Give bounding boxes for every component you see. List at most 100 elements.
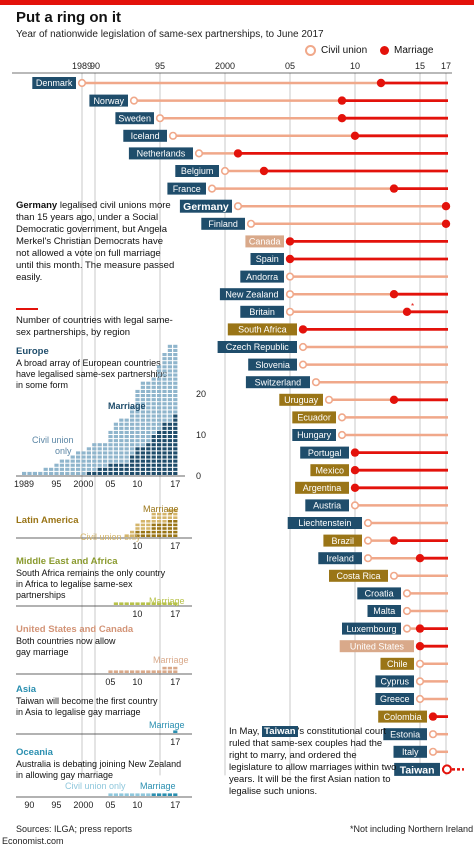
- region-marriage-label-us-canada: Marriage: [153, 655, 189, 665]
- bar-cell-marriage: [167, 666, 172, 670]
- bar-cell-marriage: [103, 471, 108, 475]
- bar-cell-civil-union: [146, 389, 151, 393]
- bar-cell-civil-union: [157, 398, 162, 402]
- bar-cell-marriage: [151, 670, 156, 673]
- bar-cell-civil-union: [173, 394, 178, 398]
- country-label-box: [175, 165, 219, 177]
- region-note-oceania: in allowing gay marriage: [16, 770, 113, 780]
- bar-cell-civil-union: [86, 451, 91, 455]
- bar-cell-civil-union: [130, 414, 135, 418]
- bar-cell-civil-union: [162, 385, 167, 389]
- bar-cell-marriage: [173, 459, 178, 463]
- civil-union-dot: [363, 518, 373, 528]
- region-title-asia: Asia: [16, 684, 37, 695]
- bar-cell-civil-union: [162, 369, 167, 373]
- timeline-tick-label: 17: [441, 61, 451, 71]
- country-label: Portugal: [308, 448, 342, 458]
- bar-cell-civil-union: [92, 455, 97, 459]
- bar-cell-civil-union: [157, 418, 162, 422]
- bar-cell-civil-union: [76, 451, 81, 455]
- bar-cell-civil-union: [76, 459, 81, 463]
- bar-cell-civil-union: [108, 447, 113, 451]
- bar-cell-marriage: [173, 670, 178, 673]
- bar-cell-marriage: [173, 527, 178, 530]
- bar-cell-civil-union: [151, 414, 156, 418]
- civil-union-dot: [129, 96, 139, 105]
- bar-cell-marriage: [135, 534, 140, 537]
- bar-cell-civil-union: [157, 369, 162, 373]
- bar-cell-marriage: [140, 471, 145, 475]
- bar-cell-marriage: [157, 530, 162, 534]
- country-label-box: [342, 622, 401, 635]
- region-marriage-label-latin-america: Marriage: [143, 504, 179, 514]
- bar-cell-civil-union: [81, 463, 86, 467]
- bar-cell-civil-union: [167, 509, 172, 512]
- civil-union-dot-icon: [305, 45, 316, 56]
- bar-cell-civil-union: [151, 377, 156, 381]
- bar-cell-civil-union: [151, 426, 156, 430]
- bar-cell-marriage: [167, 523, 172, 527]
- bar-cell-civil-union: [140, 426, 145, 430]
- bar-cell-marriage: [167, 530, 172, 534]
- country-label-box: [394, 762, 440, 776]
- bar-cell-civil-union: [146, 385, 151, 389]
- bar-cell-marriage: [130, 455, 135, 459]
- bar-cell-marriage: [113, 670, 118, 673]
- bar-cell-marriage: [173, 455, 178, 459]
- civil-union-dot: [389, 571, 399, 580]
- bar-cell-civil-union: [151, 520, 156, 523]
- taiwan-note: In May, Taiwan's constitutional court ru…: [229, 726, 399, 798]
- bar-cell-marriage: [140, 530, 145, 534]
- bar-cell-marriage: [173, 666, 178, 670]
- bar-cell-marriage: [162, 530, 167, 534]
- bar-cell-civil-union: [65, 471, 70, 475]
- bar-cell-marriage: [173, 463, 178, 467]
- bar-cell-civil-union: [97, 451, 102, 455]
- bar-cell-marriage: [135, 471, 140, 475]
- bar-cell-civil-union: [135, 430, 140, 434]
- bar-cell-civil-union: [124, 430, 129, 434]
- bar-cell-civil-union: [86, 463, 91, 467]
- bar-cell-civil-union: [151, 385, 156, 389]
- bar-cell-civil-union: [146, 527, 151, 530]
- civil-union-dot: [402, 606, 412, 616]
- bar-cell-marriage: [173, 530, 178, 534]
- bar-cell-marriage: [119, 602, 124, 605]
- bar-cell-marriage: [162, 534, 167, 537]
- bar-cell-marriage: [173, 793, 178, 796]
- bar-cell-civil-union: [151, 516, 156, 519]
- civil-union-dot: [77, 78, 87, 88]
- marriage-dot: [415, 642, 425, 651]
- bar-cell-civil-union: [173, 361, 178, 365]
- bar-cell-marriage: [151, 793, 156, 796]
- bar-cell-civil-union: [146, 422, 151, 426]
- country-label-box: [380, 657, 414, 670]
- timeline-tick-label: 95: [155, 61, 165, 71]
- civil-union-dot: [337, 430, 347, 440]
- bar-cell-marriage: [119, 670, 124, 673]
- bar-cell-marriage: [151, 463, 156, 467]
- bar-cell-civil-union: [167, 348, 172, 352]
- bar-cell-marriage: [167, 520, 172, 523]
- bar-cell-civil-union: [167, 516, 172, 519]
- bar-cell-marriage: [108, 670, 113, 673]
- bar-cell-civil-union: [59, 459, 64, 463]
- country-label: Netherlands: [137, 149, 186, 159]
- bar-cell-civil-union: [38, 471, 43, 475]
- bar-cell-marriage: [113, 463, 118, 467]
- country-label: Uruguay: [284, 395, 319, 405]
- bar-cell-marriage: [167, 467, 172, 471]
- bar-cell-civil-union: [119, 430, 124, 434]
- bar-cell-civil-union: [140, 410, 145, 414]
- bar-cell-civil-union: [54, 471, 59, 475]
- bar-cell-civil-union: [173, 377, 178, 381]
- bar-cell-civil-union: [173, 353, 178, 357]
- bar-cell-civil-union: [97, 463, 102, 467]
- bar-cell-marriage: [167, 463, 172, 467]
- bar-cell-marriage: [146, 602, 151, 605]
- country-label: Slovenia: [255, 360, 290, 370]
- marriage-dot: [350, 131, 360, 140]
- country-label: Czech Republic: [226, 342, 290, 352]
- country-label-box: [245, 235, 284, 248]
- bar-cell-civil-union: [124, 447, 129, 451]
